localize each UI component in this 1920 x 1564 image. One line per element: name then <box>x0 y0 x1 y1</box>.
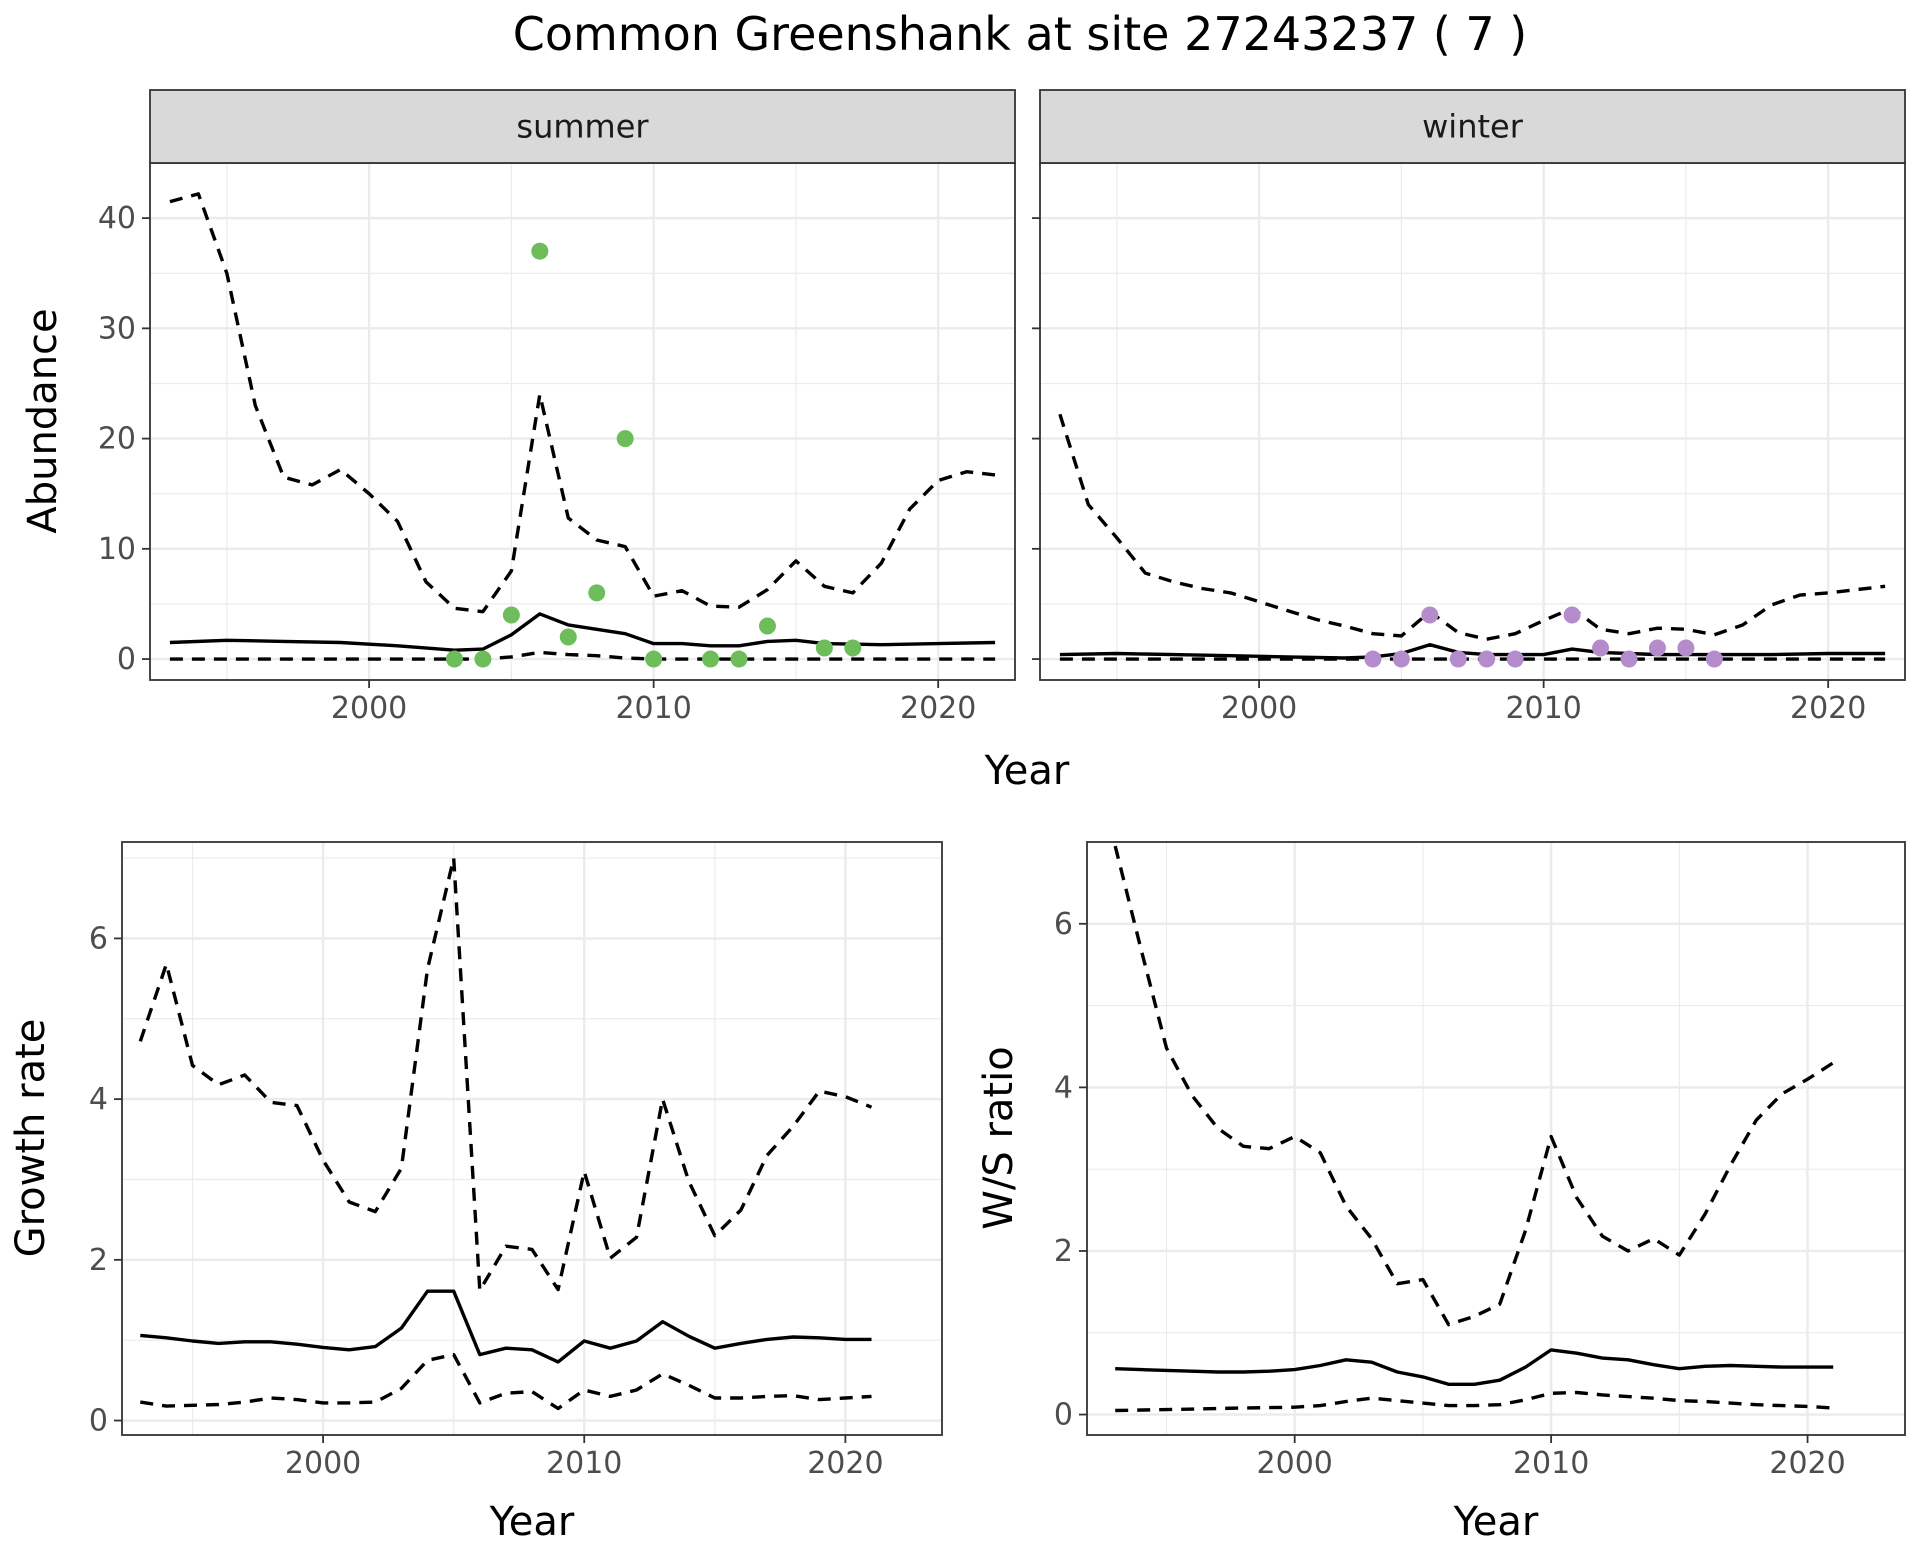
y-tick-label: 0 <box>89 1404 108 1439</box>
facet-label-winter: winter <box>1422 108 1524 146</box>
y-axis-label: W/S ratio <box>976 1046 1022 1229</box>
series-line-dashed-1 <box>1058 413 1886 641</box>
x-tick-label: 2010 <box>546 1446 622 1481</box>
series-line-dashed-2 <box>1115 1390 1834 1413</box>
y-tick-label: 30 <box>98 311 136 346</box>
data-point <box>616 430 634 448</box>
data-point <box>1677 639 1695 657</box>
y-tick-label: 20 <box>98 422 136 457</box>
data-point <box>1705 650 1723 668</box>
data-point <box>502 606 520 624</box>
x-tick-label: 2020 <box>807 1446 883 1481</box>
facet-strip <box>1039 89 1906 164</box>
plot-background <box>1087 842 1905 1435</box>
y-tick-label: 10 <box>98 532 136 567</box>
x-tick-label: 2010 <box>1505 691 1581 726</box>
facet-label-summer: summer <box>516 108 649 146</box>
x-tick-label: 2000 <box>331 691 407 726</box>
x-axis-label: Year <box>1453 1499 1539 1545</box>
panel-summer: 2000 2010 2020 0 10 20 30 40 summer <box>98 89 1016 726</box>
series-line-solid-0 <box>1059 643 1886 660</box>
x-tick-label: 2000 <box>1221 691 1297 726</box>
data-point <box>1563 606 1581 624</box>
data-point <box>758 617 776 635</box>
plot-background <box>122 842 942 1435</box>
data-point <box>1421 606 1439 624</box>
data-point <box>1506 650 1524 668</box>
panel-border <box>121 841 943 1436</box>
data-point <box>1648 639 1666 657</box>
data-point <box>730 650 748 668</box>
y-tick-label: 6 <box>1054 907 1073 942</box>
data-point <box>702 650 720 668</box>
data-point <box>1478 650 1496 668</box>
data-point <box>1592 639 1610 657</box>
plot-background <box>150 163 1015 680</box>
x-tick-label: 2000 <box>285 1446 361 1481</box>
x-tick-label: 2020 <box>900 691 976 726</box>
x-axis-label-abundance: Year <box>984 748 1070 794</box>
y-tick-label: 0 <box>117 642 136 677</box>
series-line-solid-0 <box>140 1289 872 1364</box>
x-tick-label: 2020 <box>1769 1446 1845 1481</box>
y-tick-label: 4 <box>89 1082 108 1117</box>
data-point <box>559 628 577 646</box>
panel-border <box>1086 841 1906 1436</box>
series-line-dashed-1 <box>169 192 996 614</box>
data-point <box>645 650 663 668</box>
y-tick-label: 40 <box>98 201 136 236</box>
data-point <box>1392 650 1410 668</box>
panel-ws: 2000 2010 2020 0 2 4 6 W/S ratio Year <box>976 841 1906 1545</box>
chart-title: Common Greenshank at site 27243237 ( 7 ) <box>513 7 1528 61</box>
x-tick-label: 2000 <box>1257 1446 1333 1481</box>
series-line-solid-0 <box>1115 1348 1834 1387</box>
series-line-solid-0 <box>169 612 996 652</box>
panel-growth: 2000 2010 2020 0 2 4 6 Growth rate Year <box>8 841 943 1545</box>
y-tick-label: 0 <box>1054 1398 1073 1433</box>
x-tick-label: 2010 <box>1513 1446 1589 1481</box>
facet-strip <box>149 89 1016 164</box>
x-axis-label: Year <box>489 1499 575 1545</box>
data-point <box>1364 650 1382 668</box>
series-line-dashed-2 <box>140 1352 872 1411</box>
data-point <box>531 242 549 260</box>
series-line-dashed-2 <box>169 650 996 661</box>
data-point <box>588 584 606 602</box>
data-point <box>1449 650 1467 668</box>
x-tick-label: 2010 <box>615 691 691 726</box>
series-line-dashed-1 <box>138 856 873 1293</box>
y-tick-label: 6 <box>89 921 108 956</box>
plot-background <box>1040 163 1905 680</box>
y-tick-label: 4 <box>1054 1070 1073 1105</box>
y-axis-label-abundance: Abundance <box>20 308 66 533</box>
y-tick-label: 2 <box>89 1243 108 1278</box>
y-axis-label: Growth rate <box>8 1019 54 1258</box>
data-point <box>1620 650 1638 668</box>
data-point <box>844 639 862 657</box>
panel-winter: 2000 2010 2020 winter <box>1032 89 1906 726</box>
data-point <box>445 650 463 668</box>
data-point <box>815 639 833 657</box>
y-tick-label: 2 <box>1054 1234 1073 1269</box>
x-tick-label: 2020 <box>1790 691 1866 726</box>
data-point <box>474 650 492 668</box>
series-line-dashed-1 <box>1113 845 1835 1327</box>
